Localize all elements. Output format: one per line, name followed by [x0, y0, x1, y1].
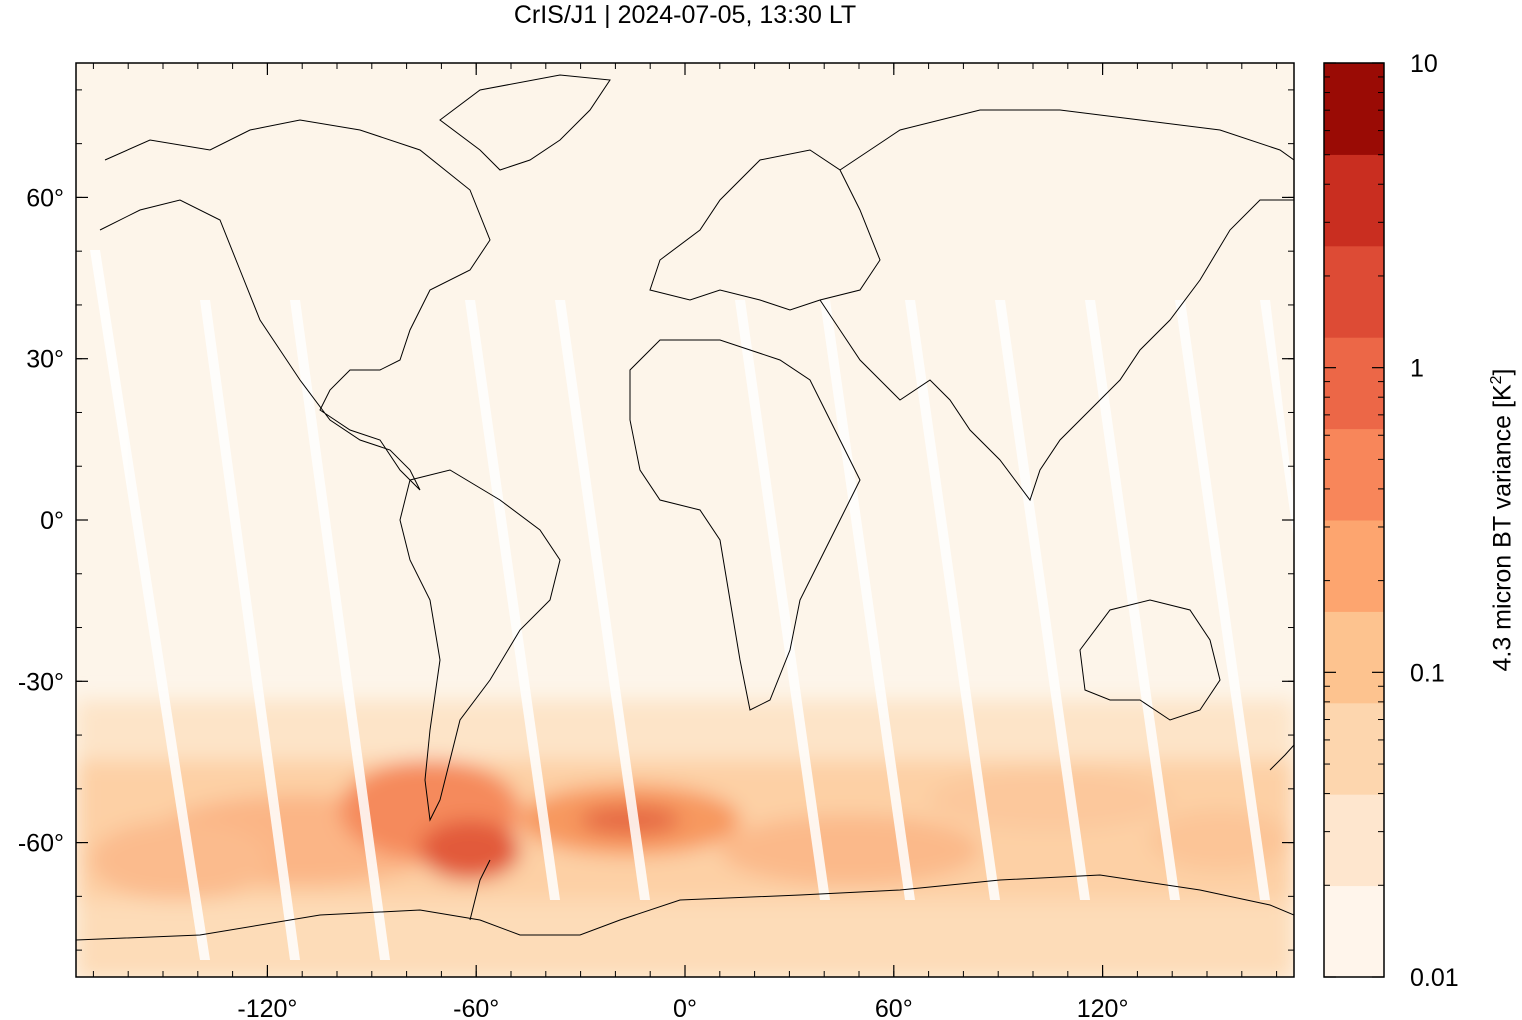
asia-coast [819, 109, 1294, 502]
colorbar-band [1324, 885, 1384, 978]
colorbar-tick-label: 1 [1410, 355, 1424, 383]
coastlines [76, 74, 1294, 941]
y-tick-label: -30° [18, 668, 64, 696]
africa-coast [629, 339, 861, 711]
swath-gaps [90, 250, 1294, 960]
colorbar-band [1324, 337, 1384, 430]
colorbar-title-end: ] [1488, 368, 1517, 376]
y-tick-label: 60° [26, 184, 64, 212]
y-tick-label: 0° [40, 507, 64, 535]
north-america-coast [99, 119, 491, 491]
x-tick-label: -120° [237, 995, 297, 1020]
colorbar-band [1324, 794, 1384, 887]
y-tick-label: -60° [18, 830, 64, 858]
colorbar-tick-label: 0.01 [1410, 964, 1459, 992]
colorbar-band [1324, 245, 1384, 338]
colorbar-tick-label: 10 [1410, 50, 1438, 78]
y-tick-label: 30° [26, 346, 64, 374]
antarctic-peninsula-coast [469, 859, 491, 921]
colorbar-band [1324, 520, 1384, 612]
colorbar-bands [1324, 63, 1384, 978]
colorbar-tick-label: 0.1 [1410, 659, 1445, 687]
colorbar-title-sup: 2 [1488, 375, 1505, 385]
antarctica-coast [76, 874, 1294, 941]
colorbar-title: 4.3 micron BT variance [K2] [1488, 368, 1517, 671]
colorbar-band [1324, 154, 1384, 247]
y-axis: 60° 30° 0° -30° -60° [18, 89, 1294, 951]
colorbar-title-main: 4.3 micron BT variance [K [1488, 384, 1517, 672]
australia-coast [1079, 599, 1221, 721]
x-axis: -120° -60° 0° 60° 120° [92, 63, 1278, 1020]
x-tick-label: 60° [875, 995, 913, 1020]
colorbar-band [1324, 702, 1384, 795]
x-tick-label: 120° [1077, 995, 1129, 1020]
colorbar-band [1324, 63, 1384, 155]
new-zealand-coast [1269, 744, 1294, 771]
colorbar-frame [1323, 62, 1385, 978]
colorbar-band [1324, 611, 1384, 704]
europe-coast [649, 149, 881, 311]
colorbar-band [1324, 428, 1384, 521]
colorbar-ticks: 10 1 0.1 0.01 [1324, 50, 1459, 992]
x-tick-label: -60° [453, 995, 499, 1020]
x-tick-label: 0° [673, 995, 697, 1020]
greenland-coast [439, 74, 611, 171]
chart-title: CrIS/J1 | 2024-07-05, 13:30 LT [513, 1, 857, 29]
south-america-coast [399, 469, 561, 822]
